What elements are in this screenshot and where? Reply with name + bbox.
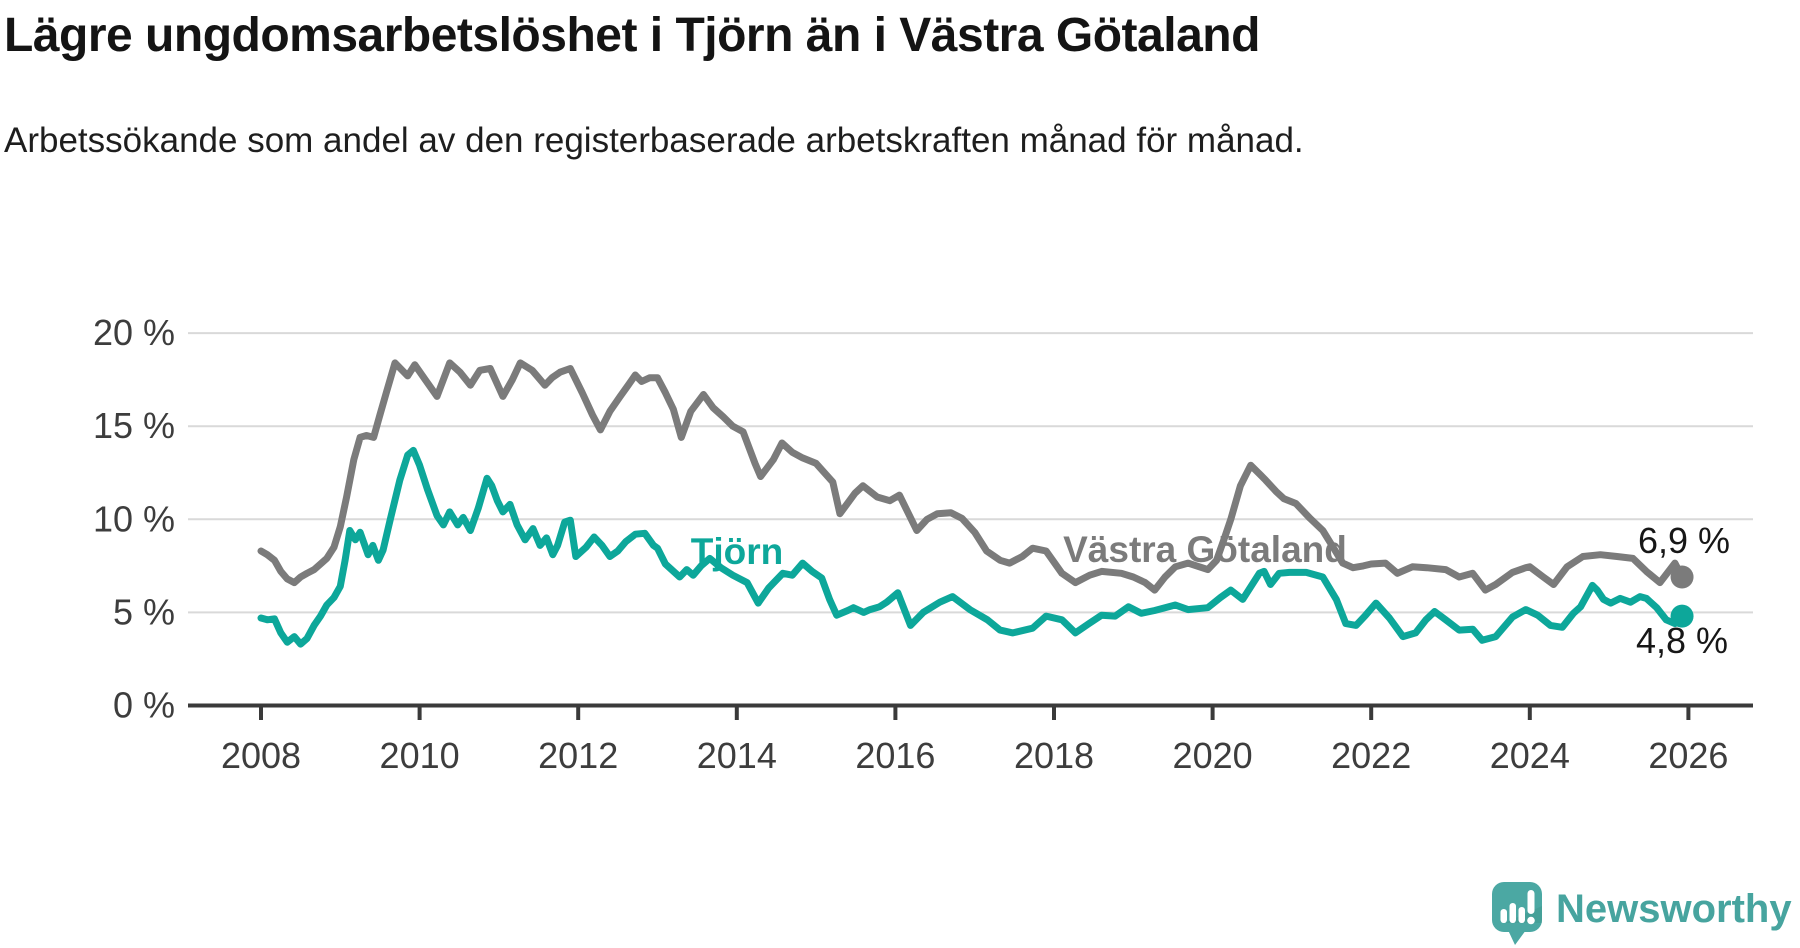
y-tick-label: 0 % xyxy=(113,685,175,726)
chart-subtitle: Arbetssökande som andel av den registerb… xyxy=(4,121,1304,160)
series-end-dot xyxy=(1670,565,1694,589)
x-tick-label: 2024 xyxy=(1490,735,1570,776)
y-tick-label: 20 % xyxy=(93,312,175,353)
page-title: Lägre ungdomsarbetslöshet i Tjörn än i V… xyxy=(4,9,1260,62)
series-lines xyxy=(257,359,1694,648)
newsworthy-logo-icon xyxy=(1492,882,1542,945)
x-tick-label: 2012 xyxy=(538,735,618,776)
end-value-label-tjorn: 4,8 % xyxy=(1636,620,1728,661)
x-tick-label: 2026 xyxy=(1648,735,1728,776)
x-tick-label: 2008 xyxy=(221,735,301,776)
y-tick-label: 10 % xyxy=(93,498,175,539)
y-tick-label: 15 % xyxy=(93,405,175,446)
series-line-v-stra-g-taland xyxy=(257,359,1686,594)
axes: 0 % 5 % 10 % 15 % 20 % 2008 2010 2012 2014 2016 20… xyxy=(93,312,1753,776)
series-line-tj-rn xyxy=(257,446,1686,648)
x-tick-label: 2010 xyxy=(380,735,460,776)
newsworthy-logo: Newsworthy xyxy=(1492,882,1792,946)
y-tick-label: 5 % xyxy=(113,591,175,632)
x-tick-label: 2022 xyxy=(1331,735,1411,776)
newsworthy-logo-text: Newsworthy xyxy=(1556,887,1792,931)
end-value-label-vastra-gotaland: 6,9 % xyxy=(1638,520,1730,561)
x-tick-label: 2014 xyxy=(697,735,777,776)
x-tick-label: 2020 xyxy=(1173,735,1253,776)
x-tick-label: 2016 xyxy=(855,735,935,776)
series-label-vastra-gotaland: Västra Götaland xyxy=(1063,529,1347,570)
logo-bars xyxy=(1500,890,1535,925)
series-label-tjorn: Tjörn xyxy=(691,531,783,572)
x-tick-label: 2018 xyxy=(1014,735,1094,776)
series-end-dot xyxy=(1670,604,1694,628)
